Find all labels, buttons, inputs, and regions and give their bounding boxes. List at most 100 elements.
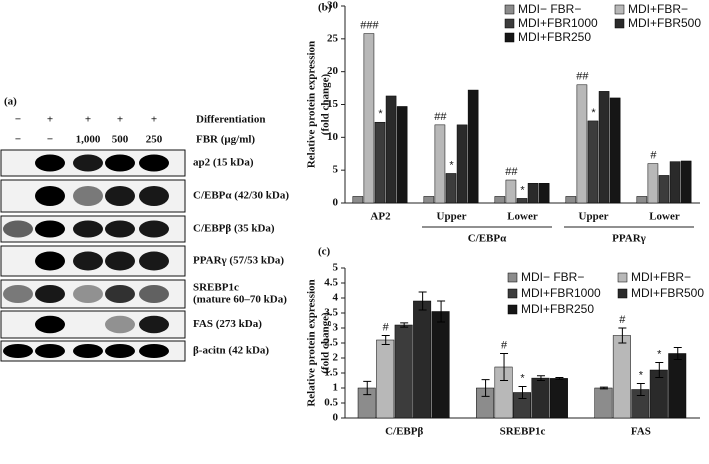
x-tick-label: Lower: [507, 211, 538, 223]
error-bar: [500, 353, 509, 381]
error-bar: [555, 377, 564, 380]
blot-band: [105, 251, 135, 271]
significance-mark: *: [657, 348, 662, 360]
blot-band: [139, 344, 169, 358]
bar: [423, 196, 435, 204]
legend-swatch: [614, 18, 625, 29]
bar: [565, 196, 577, 204]
band-label: ap2 (15 kDa): [193, 157, 254, 169]
lane-label: +: [117, 114, 123, 126]
blot-band: [105, 154, 135, 172]
panel-label: (c): [318, 246, 331, 258]
legend-label: MDI+FBR250: [521, 302, 594, 316]
significance-mark: *: [639, 369, 644, 381]
legend-swatch: [504, 4, 515, 15]
y-axis-title: (fold change): [320, 312, 332, 374]
y-tick-label: 5: [333, 164, 339, 176]
blot-band: [73, 285, 103, 303]
bar: [467, 89, 479, 204]
x-tick-label: AP2: [370, 211, 391, 223]
y-tick-label: 0: [333, 197, 339, 209]
blot-band: [35, 344, 65, 358]
x-tick-label: Upper: [579, 211, 609, 223]
significance-mark: ##: [505, 166, 518, 178]
bar: [385, 95, 397, 204]
blot-band: [73, 154, 103, 172]
bar: [658, 175, 670, 204]
bar: [587, 120, 599, 204]
legend-swatch: [504, 18, 515, 29]
x-tick-label: Upper: [437, 211, 467, 223]
lane-label: −: [47, 134, 53, 146]
legend-label: MDI+FBR1000: [518, 16, 598, 30]
x-tick-label: SREBP1c: [500, 426, 546, 438]
bar: [516, 198, 528, 204]
blot-band: [105, 315, 135, 334]
blot-band: [73, 344, 103, 358]
bar: [680, 160, 692, 204]
blot-band: [105, 220, 135, 238]
blot-band: [73, 251, 103, 271]
y-tick-label: 15: [327, 98, 339, 110]
x-tick-label: C/EBPβ: [385, 426, 423, 438]
bar: [376, 339, 395, 419]
error-bar: [400, 322, 409, 328]
legend-label: MDI+FBR−: [631, 270, 691, 284]
blot-band: [73, 220, 103, 238]
bar: [531, 377, 550, 419]
bar: [357, 387, 376, 419]
significance-mark: ###: [360, 19, 379, 31]
y-tick-label: 0: [333, 412, 339, 424]
bar: [374, 121, 386, 204]
legend-swatch: [617, 288, 628, 299]
blot-band: [35, 251, 65, 271]
blot-band: [139, 251, 169, 271]
y-tick-label: 10: [327, 131, 339, 143]
legend-swatch: [507, 288, 518, 299]
blot-band: [3, 344, 33, 358]
y-tick-label: 1.5: [324, 367, 338, 379]
significance-mark: *: [520, 372, 525, 384]
x-tick-label: FAS: [631, 426, 651, 438]
row-label: Differentiation: [196, 114, 265, 126]
band-label: β-acitn (42 kDa): [193, 345, 269, 357]
y-tick-label: 0.5: [324, 397, 338, 409]
lane-label: +: [85, 114, 91, 126]
error-bar: [437, 300, 446, 323]
band-label: C/EBPβ (35 kDa): [193, 223, 275, 235]
significance-mark: ##: [576, 71, 589, 83]
bar: [396, 106, 408, 204]
y-tick-label: 4.5: [324, 277, 338, 289]
bar: [527, 183, 539, 204]
legend-swatch: [507, 272, 518, 283]
significance-mark: *: [591, 107, 596, 119]
legend-label: MDI+FBR1000: [521, 286, 601, 300]
bar: [594, 387, 613, 419]
error-bar: [381, 335, 390, 345]
band-label: PPARγ (57/53 kDa): [193, 255, 284, 267]
group-label: C/EBPα: [468, 233, 507, 245]
group-label: PPARγ: [612, 233, 646, 245]
bar: [352, 196, 364, 204]
error-bar: [481, 379, 490, 397]
bar: [445, 173, 457, 204]
bar: [636, 196, 648, 204]
lane-label: 250: [146, 134, 163, 146]
band-label: FAS (273 kDa): [193, 318, 262, 330]
blot-band: [35, 154, 65, 172]
bar: [431, 311, 450, 419]
blot-band: [3, 220, 33, 238]
legend-swatch: [614, 4, 625, 15]
y-tick-label: 30: [327, 0, 339, 12]
y-tick-label: 5: [333, 262, 339, 274]
y-axis-title: Relative protein expression: [306, 41, 318, 168]
blot-band: [105, 344, 135, 358]
bar: [538, 183, 550, 204]
lane-label: +: [47, 114, 53, 126]
significance-mark: #: [650, 150, 657, 162]
legend-label: MDI− FBR−: [521, 270, 584, 284]
bar: [434, 124, 446, 204]
y-axis-title: (fold change): [320, 73, 332, 135]
legend-swatch: [617, 272, 628, 283]
